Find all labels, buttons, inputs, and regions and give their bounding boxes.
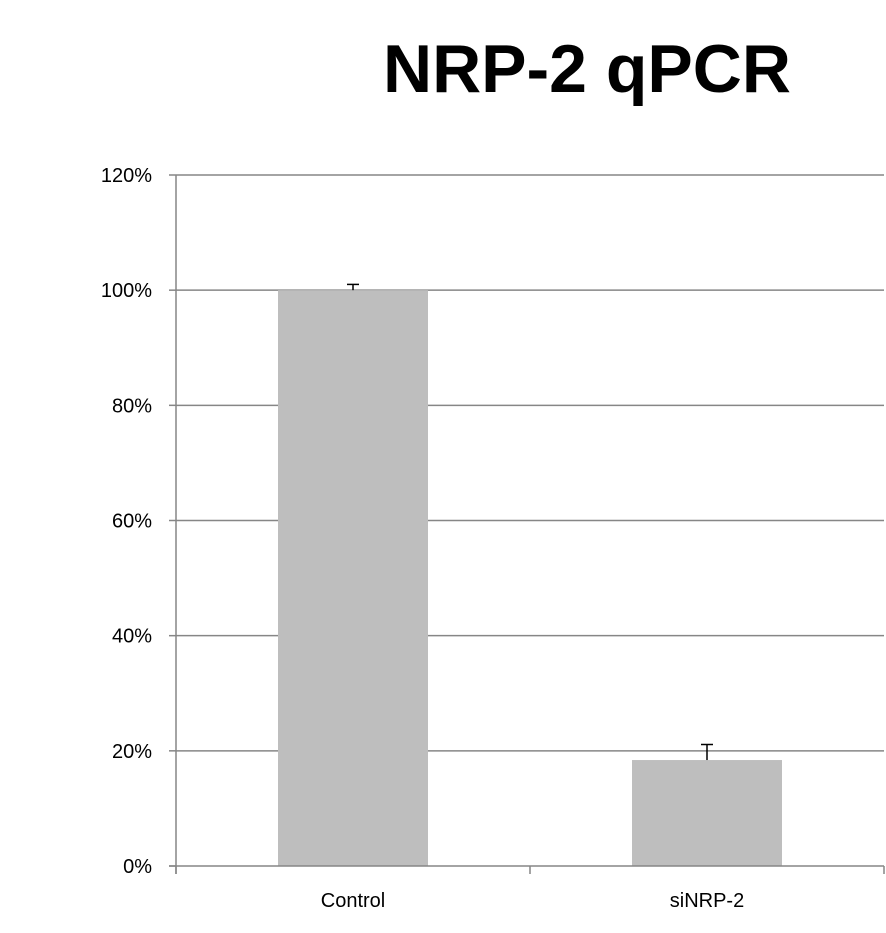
x-tick-label: Control bbox=[321, 890, 385, 912]
y-tick-label: 80% bbox=[112, 395, 152, 417]
y-tick-label: 100% bbox=[101, 280, 152, 302]
y-tick-label: 20% bbox=[112, 741, 152, 763]
axes bbox=[169, 174, 885, 874]
bars bbox=[278, 290, 782, 867]
y-tick-label: 40% bbox=[112, 626, 152, 648]
x-tick-label: siNRP-2 bbox=[670, 890, 744, 912]
x-tick-labels: Control siNRP-2 bbox=[321, 890, 744, 912]
y-tick-label: 0% bbox=[123, 856, 152, 878]
bar-control bbox=[278, 290, 428, 867]
y-tick-label: 120% bbox=[101, 165, 152, 187]
y-tick-labels: 0% 20% 40% 60% 80% 100% 120% bbox=[101, 165, 152, 878]
y-tick-label: 60% bbox=[112, 511, 152, 533]
bar-sinrp-2 bbox=[632, 760, 782, 866]
chart-title: NRP-2 qPCR bbox=[383, 31, 791, 107]
error-bars bbox=[347, 283, 713, 761]
